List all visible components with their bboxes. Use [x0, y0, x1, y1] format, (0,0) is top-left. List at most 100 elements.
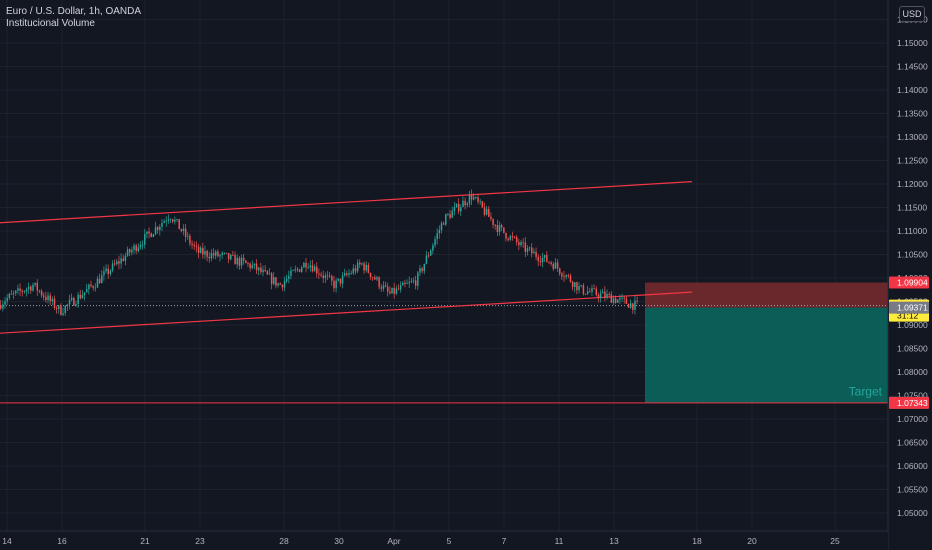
candle	[619, 297, 621, 300]
candle	[518, 242, 520, 246]
price-label: 1.05500	[897, 485, 928, 495]
candle	[344, 273, 346, 276]
candle	[268, 273, 271, 275]
time-label: 18	[692, 536, 702, 546]
candle	[6, 297, 8, 302]
candle	[273, 277, 275, 284]
candle	[311, 265, 314, 272]
candle	[522, 242, 524, 243]
candle	[135, 245, 137, 252]
candle	[156, 227, 159, 230]
candle	[225, 252, 228, 254]
candle	[546, 255, 548, 262]
candle	[498, 225, 501, 232]
time-label: 25	[830, 536, 840, 546]
candle	[597, 294, 600, 298]
candle	[210, 253, 213, 259]
indicator-title[interactable]: Institucional Volume	[6, 18, 95, 29]
candle	[161, 222, 163, 227]
currency-button[interactable]: USD	[899, 6, 925, 22]
candle	[382, 285, 385, 289]
candle	[51, 298, 54, 302]
candle	[111, 263, 114, 271]
candle	[608, 294, 610, 295]
candle	[460, 207, 462, 212]
candle	[163, 221, 165, 223]
candle	[103, 271, 105, 276]
candle	[333, 280, 335, 289]
time-axis[interactable]	[0, 531, 888, 550]
candle	[202, 247, 204, 255]
stop-loss-zone[interactable]	[645, 282, 888, 308]
candle	[195, 246, 198, 247]
time-label: 21	[140, 536, 150, 546]
candle	[290, 270, 292, 276]
price-label: 1.07500	[897, 391, 928, 401]
candle	[470, 194, 473, 200]
candle	[483, 207, 486, 215]
candle	[586, 291, 589, 295]
candle	[279, 283, 281, 285]
take-profit-zone[interactable]	[645, 307, 888, 403]
candle	[238, 257, 241, 266]
candle	[55, 307, 58, 310]
candle	[434, 239, 436, 246]
price-tag-text: 1.07343	[897, 398, 928, 408]
price-axis[interactable]	[888, 0, 932, 550]
candle	[363, 263, 365, 271]
price-label: 1.14500	[897, 62, 928, 72]
candle	[260, 267, 262, 273]
price-label: 1.07000	[897, 414, 928, 424]
candle	[402, 282, 404, 286]
candle	[182, 228, 185, 232]
candle	[569, 275, 572, 282]
candle	[32, 284, 34, 291]
candle	[12, 293, 15, 294]
candle	[313, 266, 316, 272]
time-label: 23	[195, 536, 205, 546]
candle	[301, 267, 303, 272]
candle	[565, 275, 567, 278]
candle	[64, 305, 66, 314]
candle	[606, 294, 608, 298]
candle	[595, 288, 598, 295]
price-tag-text: 1.09904	[897, 278, 928, 288]
time-label: 20	[747, 536, 757, 546]
price-label: 1.13000	[897, 132, 928, 142]
candle	[556, 262, 559, 269]
candle	[440, 223, 443, 231]
candle	[154, 227, 157, 235]
candle	[275, 277, 277, 286]
candle	[516, 237, 518, 243]
price-label: 1.14000	[897, 85, 928, 95]
candle	[543, 255, 546, 258]
candle	[374, 277, 376, 280]
candle	[38, 290, 41, 292]
price-label: 1.13500	[897, 109, 928, 119]
candle	[591, 288, 593, 292]
lower-channel-line[interactable]	[0, 291, 693, 334]
candle	[58, 305, 60, 310]
candle	[148, 231, 150, 234]
candle	[137, 247, 140, 252]
candle	[17, 288, 19, 291]
candle	[571, 281, 574, 287]
candle	[632, 303, 634, 310]
candle	[629, 303, 632, 308]
upper-channel-line[interactable]	[0, 181, 693, 224]
candle	[614, 298, 617, 303]
candle	[500, 225, 503, 228]
candle	[10, 293, 13, 295]
candle	[283, 281, 286, 288]
candle	[309, 265, 312, 268]
candle	[172, 219, 174, 222]
candle	[180, 229, 183, 232]
candle	[77, 294, 79, 305]
symbol-title[interactable]: Euro / U.S. Dollar, 1h, OANDA	[6, 6, 142, 17]
candle	[513, 236, 516, 238]
candle	[421, 268, 423, 272]
candle	[455, 203, 458, 207]
candle	[303, 262, 305, 268]
